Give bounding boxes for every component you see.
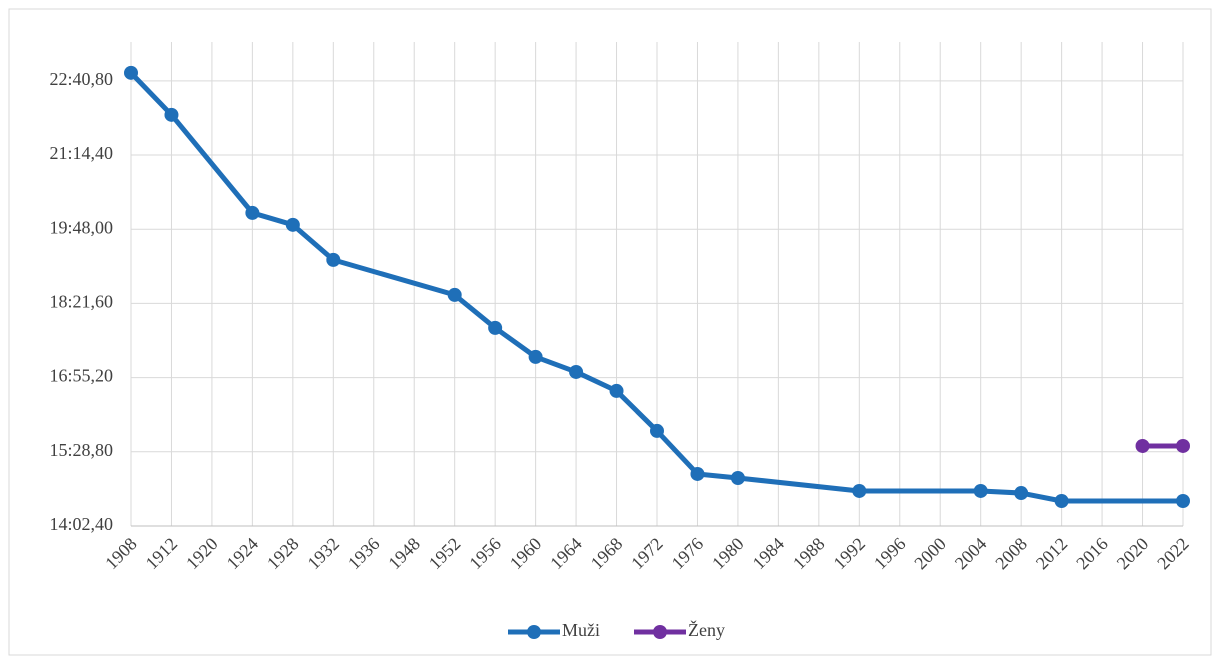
point: [1014, 486, 1029, 501]
point: [1176, 438, 1190, 453]
legend-label: Ženy: [688, 619, 725, 640]
point: [650, 423, 664, 438]
point: [973, 483, 988, 498]
point: [569, 364, 584, 379]
y-tick-label: 22:40,80: [49, 69, 113, 89]
point: [730, 470, 745, 485]
chart-frame: [8, 8, 1212, 656]
point: [852, 483, 867, 498]
y-tick-label: 19:48,00: [49, 217, 113, 237]
legend-marker: [653, 625, 667, 639]
point: [1176, 494, 1190, 509]
legend-marker: [527, 625, 541, 639]
y-tick-label: 14:02,40: [49, 514, 113, 534]
point: [164, 107, 179, 122]
point: [285, 217, 300, 232]
point: [1054, 494, 1069, 509]
point: [124, 65, 138, 80]
point: [245, 205, 260, 220]
point: [690, 466, 705, 481]
point: [609, 383, 624, 398]
y-tick-label: 18:21,60: [49, 292, 113, 312]
point: [528, 349, 543, 364]
point: [326, 252, 341, 267]
y-tick-label: 15:28,80: [49, 440, 113, 460]
point: [1135, 438, 1150, 453]
legend-label: Muži: [562, 620, 600, 640]
y-tick-label: 21:14,40: [49, 143, 113, 163]
y-tick-label: 16:55,20: [49, 366, 113, 386]
point: [488, 320, 503, 335]
point: [447, 287, 462, 302]
